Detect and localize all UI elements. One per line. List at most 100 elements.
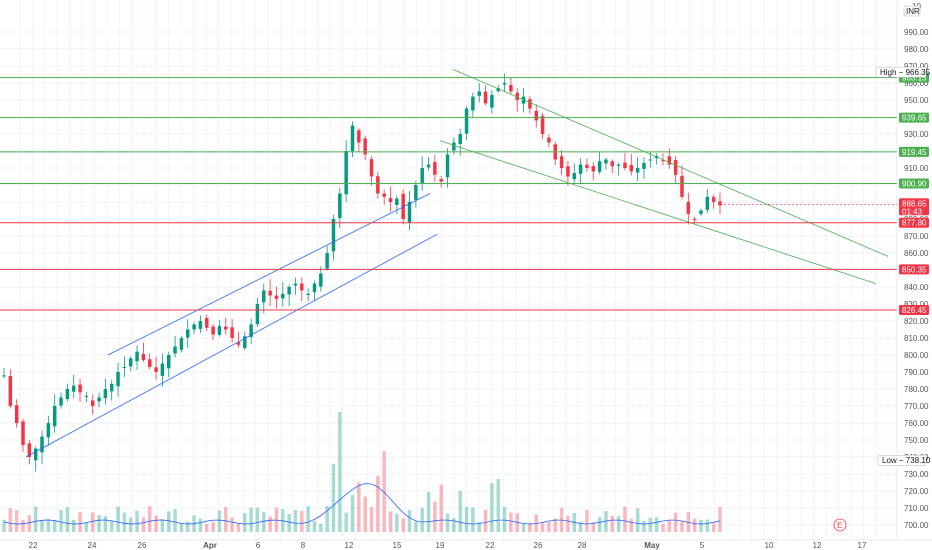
candle-body — [369, 159, 374, 177]
volume-bar — [344, 512, 348, 532]
volume-bar — [458, 490, 462, 532]
candle-body — [59, 397, 63, 406]
candle-body — [243, 336, 247, 348]
candle-body — [667, 156, 672, 165]
volume-bar — [90, 512, 95, 532]
price-axis: 700.00710.00720.00730.00740.00750.00760.… — [875, 0, 931, 540]
price-tick-label: 960.00 — [904, 79, 929, 88]
candle-body — [205, 318, 209, 328]
date-tick-label: 22 — [29, 541, 38, 550]
candle-body — [699, 210, 703, 214]
volume-bar — [122, 512, 127, 532]
candle-body — [325, 253, 329, 269]
date-tick-label: 12 — [345, 541, 354, 550]
candle-body — [357, 130, 361, 143]
volume-bar — [300, 511, 304, 532]
candle-body — [27, 443, 32, 457]
candle-body — [14, 405, 19, 423]
date-tick-label: 22 — [486, 541, 495, 550]
candle-body — [21, 421, 25, 446]
volume-bar — [350, 494, 355, 532]
volume-bar — [578, 522, 583, 532]
date-tick-label: 17 — [858, 541, 867, 550]
candle-body — [591, 166, 596, 172]
level-tag-bg — [899, 112, 929, 123]
volume-bar — [230, 517, 234, 532]
volume-bars — [2, 412, 722, 532]
volume-bar — [369, 506, 374, 532]
level-tag-text: 877.80 — [902, 219, 927, 228]
candle-body — [382, 193, 386, 197]
volume-bar — [483, 509, 488, 532]
candle-body — [52, 406, 57, 427]
volume-bar — [490, 483, 494, 532]
candle-body — [597, 161, 602, 172]
volume-ma-line — [3, 483, 721, 525]
level-price-tag: 939.65 — [899, 112, 929, 123]
candle-body — [407, 202, 412, 223]
level-price-tag: 826.45 — [899, 305, 929, 316]
candle-body — [211, 326, 215, 335]
volume-bar — [699, 519, 703, 532]
candle-body — [566, 166, 570, 177]
price-tick-label: 710.00 — [904, 504, 929, 513]
volume-bar — [8, 508, 13, 532]
uptrend-channel-lower — [25, 233, 438, 458]
candle-body — [192, 324, 196, 330]
candle-body — [230, 327, 234, 338]
volume-bar — [21, 519, 25, 532]
volume-bar — [167, 511, 171, 532]
candle-body — [705, 196, 710, 210]
volume-bar — [338, 412, 342, 532]
candle-body — [528, 99, 532, 109]
volume-bar — [604, 510, 608, 532]
candle-body — [711, 197, 716, 202]
downtrend-channel-lower — [439, 140, 877, 284]
volume-bar — [452, 518, 456, 532]
price-tick-label: 820.00 — [904, 317, 929, 326]
price-tick-label: 980.00 — [904, 45, 929, 54]
volume-bar — [635, 508, 640, 532]
volume-bar — [319, 523, 323, 532]
candle-body — [141, 353, 146, 361]
candle-body — [217, 326, 222, 335]
candle-body — [433, 162, 437, 175]
date-tick-label: 5 — [700, 541, 705, 550]
candle-body — [40, 436, 44, 453]
currency-badge[interactable]: INR — [903, 5, 921, 17]
date-tick-label: 19 — [436, 541, 445, 550]
candle-body — [109, 383, 114, 392]
candle-body — [578, 164, 583, 174]
candle-body — [84, 395, 89, 397]
volume-bar — [52, 519, 57, 532]
volume-bar — [236, 522, 241, 532]
date-tick-label: 26 — [534, 541, 543, 550]
volume-bar — [528, 522, 532, 532]
candle-body — [173, 346, 177, 354]
candle-body — [236, 342, 241, 345]
candle-body — [534, 110, 538, 121]
volume-bar — [186, 521, 190, 532]
event-marker[interactable]: E — [833, 518, 847, 532]
candle-body — [635, 168, 640, 173]
price-tick-label: 810.00 — [904, 334, 929, 343]
volume-bar — [59, 510, 63, 532]
candle-body — [477, 91, 481, 96]
candle-body — [547, 137, 551, 143]
candle-body — [604, 159, 608, 164]
candle-body — [160, 363, 165, 376]
candle-body — [338, 193, 342, 218]
candle-body — [629, 164, 634, 172]
volume-bar — [420, 507, 424, 532]
price-tick-label: 700.00 — [904, 521, 929, 530]
volume-bar — [141, 517, 146, 532]
volume-bar — [502, 506, 507, 532]
candle-body — [255, 304, 260, 325]
level-tag-text: 939.65 — [902, 114, 927, 123]
candle-body — [33, 448, 38, 461]
high-tag-label: High − 966.35 — [880, 68, 931, 77]
candle-body — [420, 168, 424, 183]
volume-bar — [2, 519, 6, 532]
level-price-tag: 877.80 — [899, 217, 929, 228]
